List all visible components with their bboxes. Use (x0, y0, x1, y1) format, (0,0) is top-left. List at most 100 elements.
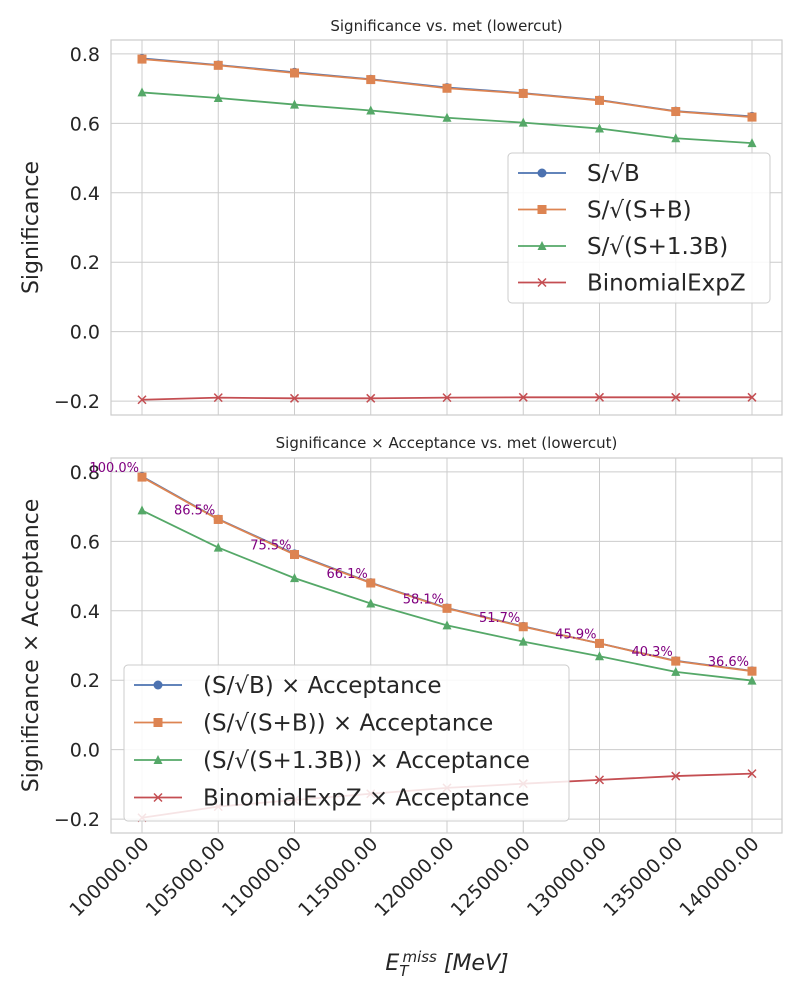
y-axis-label: Significance (19, 161, 44, 294)
data-point (366, 75, 376, 85)
legend-label: S/√(S+1.3B) (587, 234, 728, 260)
acceptance-annotation: 45.9% (555, 627, 596, 642)
plot-frame (110, 457, 783, 834)
y-tick-label: 0.2 (70, 670, 100, 692)
x-tick-label: 115000.00 (294, 833, 382, 921)
legend-box (507, 152, 771, 304)
x-tick-label: 130000.00 (523, 833, 611, 921)
y-tick-label: 0.6 (70, 531, 100, 553)
y-axis-label: Significance × Acceptance (19, 499, 44, 793)
data-point (518, 88, 528, 98)
legend-item: (S/√(S+B)) × Acceptance (134, 711, 493, 737)
data-point (366, 105, 376, 115)
data-point (594, 775, 605, 785)
legend-item: BinomialExpZ (518, 271, 746, 297)
acceptance-annotation: 75.5% (250, 539, 291, 554)
data-point (213, 393, 223, 403)
data-point (747, 112, 757, 122)
data-point (366, 598, 376, 608)
data-point (671, 107, 681, 117)
data-point (595, 123, 604, 133)
data-point (213, 92, 223, 102)
y-tick-label: 0.4 (70, 601, 100, 623)
legend-item: (S/√(S+1.3B)) × Acceptance (134, 748, 530, 774)
y-tick-label: 0.0 (70, 322, 100, 344)
data-point (594, 392, 605, 402)
legend-marker (537, 241, 547, 250)
marker-x-stroke (594, 392, 605, 402)
data-point (290, 68, 299, 78)
data-point (595, 638, 604, 648)
plot-frame (110, 39, 783, 416)
series-3 (137, 87, 757, 148)
data-point (518, 392, 528, 402)
data-point (595, 95, 604, 105)
legend-label: BinomialExpZ (587, 271, 746, 297)
legend-item: (S/√B) × Acceptance (134, 673, 441, 699)
marker-x-stroke (213, 393, 223, 403)
legend-marker (153, 755, 163, 764)
series-2 (137, 54, 757, 122)
acceptance-annotation: 58.1% (403, 592, 444, 607)
y-tick-label: 0.6 (70, 113, 100, 135)
marker-x-stroke (671, 771, 681, 781)
data-point (213, 60, 223, 70)
legend-label: S/√(S+B) (587, 198, 692, 224)
series-2 (137, 472, 757, 676)
data-point (747, 769, 757, 779)
y-tick-label: 0.8 (70, 462, 100, 484)
x-tick-label: 105000.00 (142, 833, 230, 921)
x-axis-label: ETmiss [MeV] (385, 948, 508, 980)
legend: S/√B S/√(S+B) S/√(S+1.3B) BinomialExpZ (507, 152, 771, 304)
series-4 (137, 392, 757, 405)
acceptance-annotation: 51.7% (479, 611, 520, 626)
legend-label: S/√B (587, 161, 640, 187)
data-point (518, 117, 528, 127)
x-axis: 100000.00105000.00110000.00115000.001200… (65, 833, 763, 980)
y-tick-label: −0.2 (54, 809, 100, 831)
data-point (366, 578, 376, 588)
y-tick-label: −0.2 (54, 391, 100, 413)
acceptance-annotation: 36.6% (708, 655, 749, 670)
legend-marker (537, 205, 547, 214)
data-point (595, 651, 604, 661)
marker-x-stroke (289, 393, 300, 403)
marker-x-stroke (366, 393, 376, 403)
data-point (290, 573, 299, 583)
data-point (671, 392, 681, 402)
data-point (213, 514, 223, 524)
chart-title: Significance vs. met (lowercut) (330, 17, 562, 35)
data-point (671, 771, 681, 781)
marker-x-stroke (747, 769, 757, 779)
marker-x-stroke (137, 395, 147, 405)
x-tick-label: 120000.00 (370, 833, 458, 921)
legend-label: (S/√(S+1.3B)) × Acceptance (203, 748, 530, 774)
legend-marker (537, 277, 547, 288)
chart-title: Significance × Acceptance vs. met (lower… (276, 434, 618, 452)
y-tick-label: 0.4 (70, 183, 100, 205)
acceptance-annotation: 100.0% (89, 461, 139, 476)
data-point (442, 393, 452, 403)
marker-x-stroke (153, 792, 163, 803)
data-point (290, 550, 299, 560)
legend-marker (153, 680, 163, 690)
data-point (137, 54, 147, 64)
x-tick-label: 135000.00 (599, 833, 687, 921)
data-point (671, 133, 681, 143)
legend-label: BinomialExpZ × Acceptance (203, 786, 529, 812)
data-point (137, 472, 147, 482)
legend: (S/√B) × Acceptance (S/√(S+B)) × Acceptan… (123, 664, 570, 822)
data-point (747, 666, 757, 676)
data-point (290, 99, 299, 109)
x-tick-label: 140000.00 (675, 833, 763, 921)
marker-x-stroke (537, 277, 547, 288)
panel-significance: Significance vs. met (lowercut) −0.2 0.0 0.… (19, 17, 783, 416)
data-point (213, 542, 223, 552)
data-point (747, 675, 757, 685)
data-point (442, 112, 452, 122)
marker-x-stroke (747, 392, 757, 402)
data-point (289, 393, 300, 403)
data-point (518, 622, 528, 632)
